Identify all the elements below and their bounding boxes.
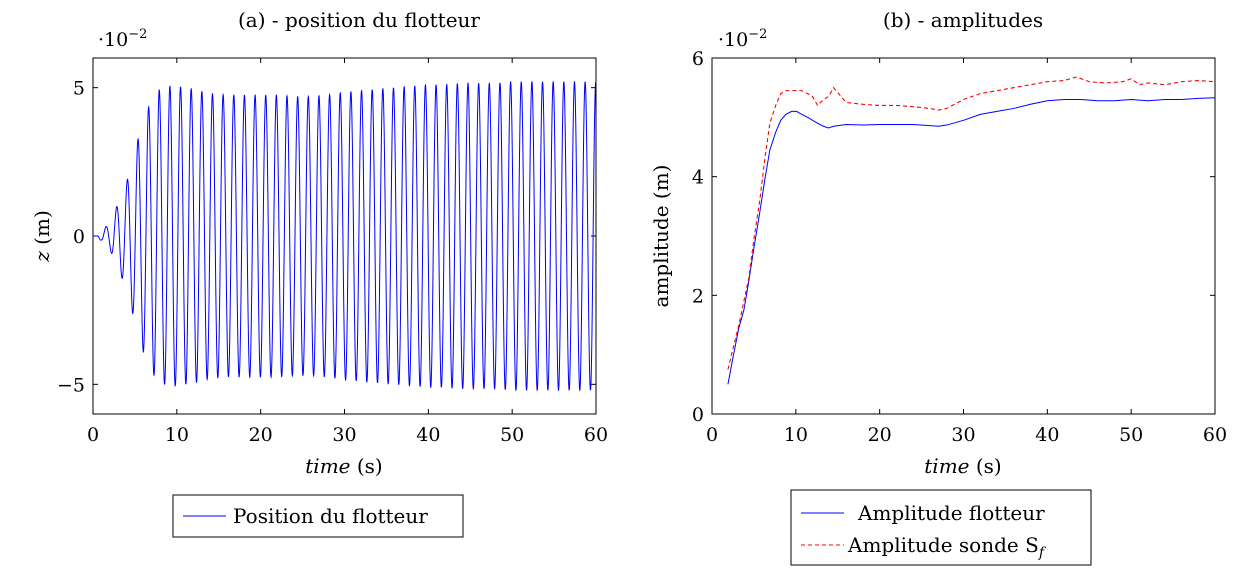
chart-a-scale-exp: −2 xyxy=(128,27,147,42)
chart-b-plot-frame xyxy=(711,57,1216,415)
chart-b-legend: Amplitude flotteur Amplitude sonde Sf xyxy=(790,489,1092,566)
chart-b-title: (b) - amplitudes xyxy=(883,8,1043,32)
chart-b-ticks: 0 10 20 30 40 50 60 0 2 4 6 xyxy=(692,48,1227,446)
chart-a-ticks: 0 10 20 30 40 50 60 −5 0 5 xyxy=(57,58,608,446)
chart-b-legend-label-2: Amplitude sonde Sf xyxy=(847,533,1047,561)
chart-a-xtick-label: 20 xyxy=(249,424,273,446)
chart-b-legend-label-1: Amplitude flotteur xyxy=(857,501,1045,525)
chart-b-xtick-label: 40 xyxy=(1035,424,1059,446)
chart-b-xtick-label: 60 xyxy=(1203,424,1227,446)
chart-b-xtick-label: 30 xyxy=(951,424,975,446)
chart-a: (a) - position du flotteur ·10−2 0 10 20 30… xyxy=(30,8,608,538)
chart-b-xtick-label: 20 xyxy=(868,424,892,446)
chart-b-series-amplitude-flotteur xyxy=(727,97,1216,385)
chart-a-ytick-label: 0 xyxy=(73,226,85,248)
chart-a-title: (a) - position du flotteur xyxy=(238,8,480,32)
chart-a-scale: ·10−2 xyxy=(98,27,147,51)
chart-a-ylabel: z (m) xyxy=(30,210,54,262)
chart-b-xtick-label: 50 xyxy=(1119,424,1143,446)
chart-a-xtick-label: 10 xyxy=(165,424,189,446)
chart-b-scale-exp: −2 xyxy=(748,27,767,42)
chart-a-series-position xyxy=(93,80,597,392)
chart-a-legend-label: Position du flotteur xyxy=(233,504,428,528)
chart-a-legend: Position du flotteur xyxy=(172,494,464,538)
chart-b-xtick-label: 0 xyxy=(706,424,718,446)
chart-b: (b) - amplitudes ·10−2 0 10 20 30 40 50 60 0 2 4 6… xyxy=(649,8,1227,566)
chart-a-ytick-label: 5 xyxy=(73,78,85,100)
chart-a-xtick-label: 40 xyxy=(416,424,440,446)
chart-b-series-amplitude-sonde xyxy=(727,76,1216,370)
chart-b-ytick-label: 6 xyxy=(692,48,704,70)
chart-b-ytick-label: 2 xyxy=(692,285,704,307)
chart-a-xtick-label: 50 xyxy=(500,424,524,446)
chart-b-ytick-label: 4 xyxy=(692,167,704,189)
chart-b-xtick-label: 10 xyxy=(784,424,808,446)
chart-b-scale: ·10−2 xyxy=(718,27,767,51)
chart-b-legend-box xyxy=(790,489,1092,566)
chart-a-xtick-label: 30 xyxy=(332,424,356,446)
chart-a-xtick-label: 0 xyxy=(87,424,99,446)
chart-b-ylabel: amplitude (m) xyxy=(649,165,673,308)
chart-a-scale-base: ·10 xyxy=(98,29,128,51)
chart-b-ytick-label: 0 xyxy=(692,404,704,426)
chart-a-xtick-label: 60 xyxy=(584,424,608,446)
chart-a-ytick-label: −5 xyxy=(57,374,85,396)
chart-b-scale-base: ·10 xyxy=(718,29,748,51)
chart-a-xlabel: time (s) xyxy=(305,454,382,478)
chart-b-xlabel: time (s) xyxy=(924,454,1001,478)
